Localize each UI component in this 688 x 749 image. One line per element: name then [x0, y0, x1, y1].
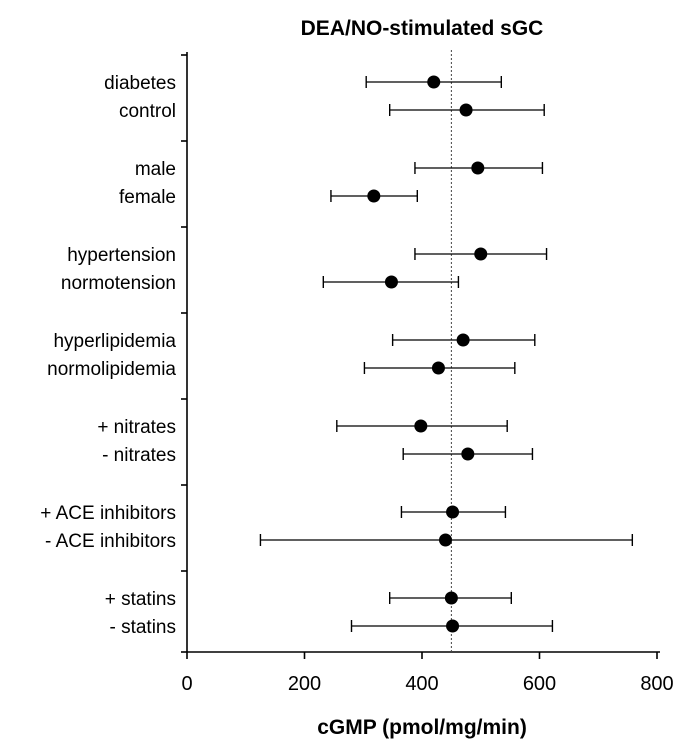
y-category-label: - ACE inhibitors [45, 531, 176, 552]
mean-point [431, 361, 445, 375]
y-category-label: + ACE inhibitors [40, 503, 176, 524]
mean-point [367, 189, 381, 203]
x-tick-label: 600 [523, 673, 556, 695]
mean-point [384, 275, 398, 289]
y-category-label: - nitrates [102, 445, 176, 466]
y-category-label: female [119, 187, 176, 208]
y-category-label: male [135, 159, 176, 180]
y-category-label: normotension [61, 273, 176, 294]
y-category-label: - statins [109, 617, 176, 638]
x-axis-label: cGMP (pmol/mg/min) [317, 716, 527, 739]
mean-point [439, 533, 452, 547]
mean-point [444, 591, 458, 605]
x-tick-label: 200 [288, 673, 321, 695]
y-category-label: diabetes [104, 73, 176, 94]
mean-point [459, 103, 473, 117]
mean-point [446, 619, 460, 633]
y-category-label: + nitrates [97, 417, 176, 438]
mean-point [446, 505, 460, 519]
mean-point [474, 247, 488, 261]
mean-point [427, 75, 441, 89]
mean-point [414, 419, 428, 433]
mean-point [471, 161, 485, 175]
y-category-label: hyperlipidemia [53, 331, 176, 352]
x-tick-label: 400 [405, 673, 438, 695]
y-category-label: + statins [105, 589, 176, 610]
x-tick-label: 0 [181, 673, 192, 695]
x-tick-label: 800 [640, 673, 673, 695]
y-category-label: normolipidemia [47, 359, 176, 380]
chart-title: DEA/NO-stimulated sGC [301, 17, 544, 40]
plot-area: 0 200 400 600 800 diabetes control male female hy… [40, 50, 674, 695]
mean-point [456, 333, 470, 347]
mean-point [461, 447, 475, 461]
y-category-label: control [119, 101, 176, 122]
y-category-label: hypertension [67, 245, 176, 266]
